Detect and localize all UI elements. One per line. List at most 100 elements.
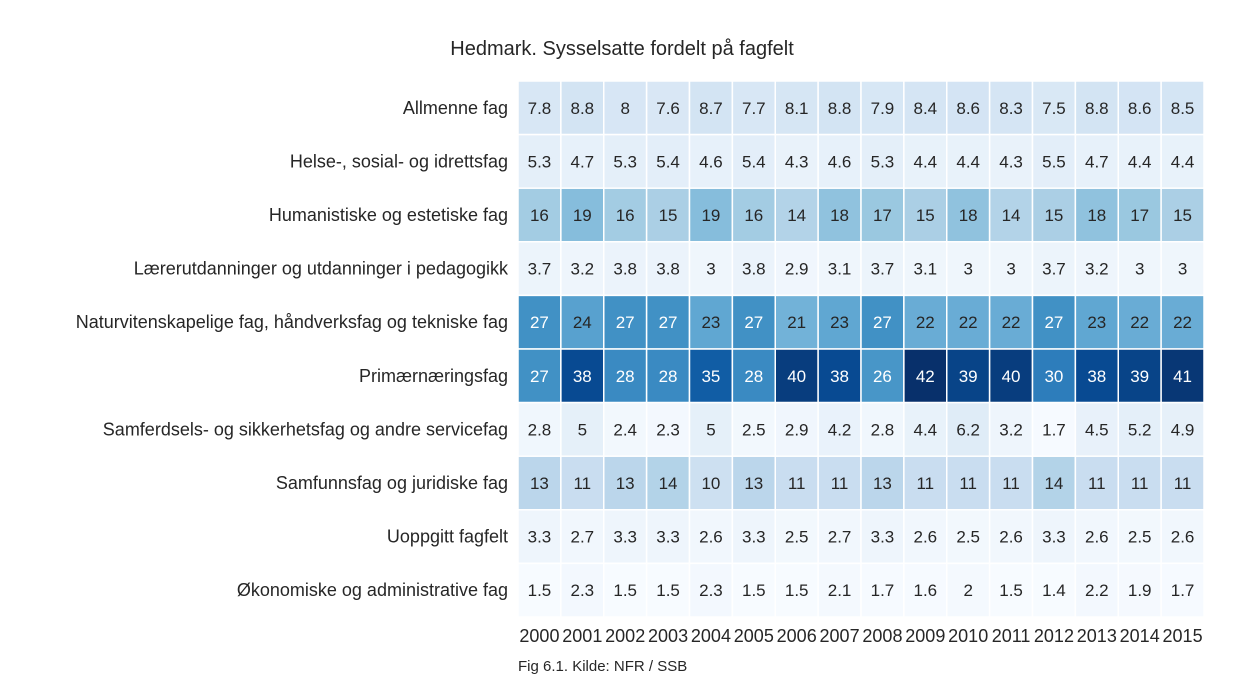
cell-value-label: 3.3 [871, 528, 895, 547]
heatmap-cell [603, 455, 648, 511]
heatmap-cells: 7.8 8.8 8 7.6 8.7 7.7 8.1 8.8 7.9 8.4 8.6 8.3 7.5 8.8… [517, 80, 1205, 618]
cell-value-label: 6.2 [956, 420, 980, 439]
heatmap-cell [1117, 455, 1162, 511]
cell-value-label: 4.7 [570, 152, 594, 171]
cell-value-label: 11 [1174, 474, 1192, 493]
cell-value-label: 2.6 [999, 528, 1023, 547]
cell-value-label: 13 [616, 474, 635, 493]
heatmap-cell [1074, 509, 1119, 565]
heatmap-cell [946, 294, 991, 350]
cell-value-label: 3.3 [1042, 528, 1066, 547]
heatmap-cell [1074, 401, 1119, 457]
heatmap-cell [560, 348, 605, 404]
cell-value-label: 1.7 [871, 581, 895, 600]
cell-value-label: 39 [1130, 367, 1149, 386]
heatmap-cell [1031, 187, 1077, 243]
column-label: 2007 [820, 626, 860, 646]
column-label: 2014 [1120, 626, 1160, 646]
heatmap-cell [946, 509, 991, 565]
heatmap-cell [774, 401, 819, 457]
cell-value-label: 3.7 [871, 260, 895, 279]
heatmap-cell [1031, 241, 1077, 297]
cell-value-label: 5.2 [1128, 420, 1152, 439]
row-label: Samfunnsfag og juridiske fag [276, 473, 508, 493]
cell-value-label: 4.5 [1085, 420, 1109, 439]
heatmap-cell [860, 562, 905, 618]
heatmap-cell [731, 133, 776, 189]
heatmap-cell [731, 241, 776, 297]
heatmap-cell [731, 401, 776, 457]
cell-value-label: 3 [963, 260, 972, 279]
cell-value-label: 5.4 [656, 152, 680, 171]
column-label: 2013 [1077, 626, 1117, 646]
heatmap-cell [688, 241, 734, 297]
cell-value-label: 8.6 [1128, 99, 1152, 118]
heatmap-cell [517, 133, 562, 189]
cell-value-label: 1.6 [913, 581, 937, 600]
cell-value-label: 8 [620, 99, 629, 118]
column-label: 2010 [948, 626, 988, 646]
heatmap-cell [645, 294, 691, 350]
cell-value-label: 22 [1173, 313, 1192, 332]
cell-value-label: 1.5 [528, 581, 552, 600]
cell-value-label: 27 [616, 313, 635, 332]
heatmap-cell [817, 241, 862, 297]
cell-value-label: 2.7 [570, 528, 594, 547]
cell-value-label: 42 [916, 367, 935, 386]
cell-value-label: 2.6 [913, 528, 937, 547]
cell-value-label: 14 [1002, 206, 1021, 225]
cell-value-label: 2.1 [828, 581, 852, 600]
cell-value-label: 35 [701, 367, 720, 386]
cell-value-label: 22 [1002, 313, 1021, 332]
heatmap-cell [603, 509, 648, 565]
cell-value-label: 26 [873, 367, 892, 386]
cell-value-label: 38 [1087, 367, 1106, 386]
column-label: 2009 [905, 626, 945, 646]
cell-value-label: 4.6 [828, 152, 852, 171]
cell-value-label: 2.8 [528, 420, 552, 439]
cell-value-label: 11 [573, 474, 591, 493]
chart-title: Hedmark. Sysselsatte fordelt på fagfelt [450, 38, 794, 60]
heatmap-cell [903, 294, 948, 350]
cell-value-label: 3.2 [1085, 260, 1109, 279]
heatmap-cell [517, 401, 562, 457]
cell-value-label: 2.7 [828, 528, 852, 547]
cell-value-label: 2.3 [699, 581, 723, 600]
heatmap-cell [946, 241, 991, 297]
cell-value-label: 1.5 [613, 581, 637, 600]
cell-value-label: 30 [1044, 367, 1063, 386]
cell-value-label: 28 [616, 367, 635, 386]
cell-value-label: 4.4 [956, 152, 980, 171]
cell-value-label: 39 [959, 367, 978, 386]
cell-value-label: 23 [701, 313, 720, 332]
heatmap-cell [860, 455, 905, 511]
cell-value-label: 4.4 [1128, 152, 1152, 171]
row-label: Allmenne fag [403, 98, 508, 118]
column-label: 2004 [691, 626, 731, 646]
row-labels: Allmenne fag Helse-, sosial- og idrettsfa… [76, 98, 509, 600]
cell-value-label: 1.5 [785, 581, 809, 600]
cell-value-label: 2.3 [570, 581, 594, 600]
cell-value-label: 3.3 [528, 528, 552, 547]
heatmap-cell [517, 348, 562, 404]
heatmap-cell [903, 80, 948, 136]
cell-value-label: 3.8 [742, 260, 766, 279]
cell-value-label: 23 [1087, 313, 1106, 332]
cell-value-label: 18 [959, 206, 978, 225]
heatmap-cell [817, 80, 862, 136]
cell-value-label: 27 [744, 313, 763, 332]
column-label: 2003 [648, 626, 688, 646]
cell-value-label: 11 [1088, 474, 1106, 493]
heatmap-cell [688, 133, 734, 189]
cell-value-label: 18 [830, 206, 849, 225]
cell-value-label: 11 [788, 474, 806, 493]
cell-value-label: 2 [963, 581, 972, 600]
cell-value-label: 27 [1044, 313, 1063, 332]
cell-value-label: 2.5 [742, 420, 766, 439]
heatmap-cell [946, 133, 991, 189]
cell-value-label: 2.5 [956, 528, 980, 547]
cell-value-label: 11 [831, 474, 849, 493]
heatmap-cell [1117, 348, 1162, 404]
cell-value-label: 3 [1178, 260, 1187, 279]
heatmap-cell [1160, 241, 1205, 297]
